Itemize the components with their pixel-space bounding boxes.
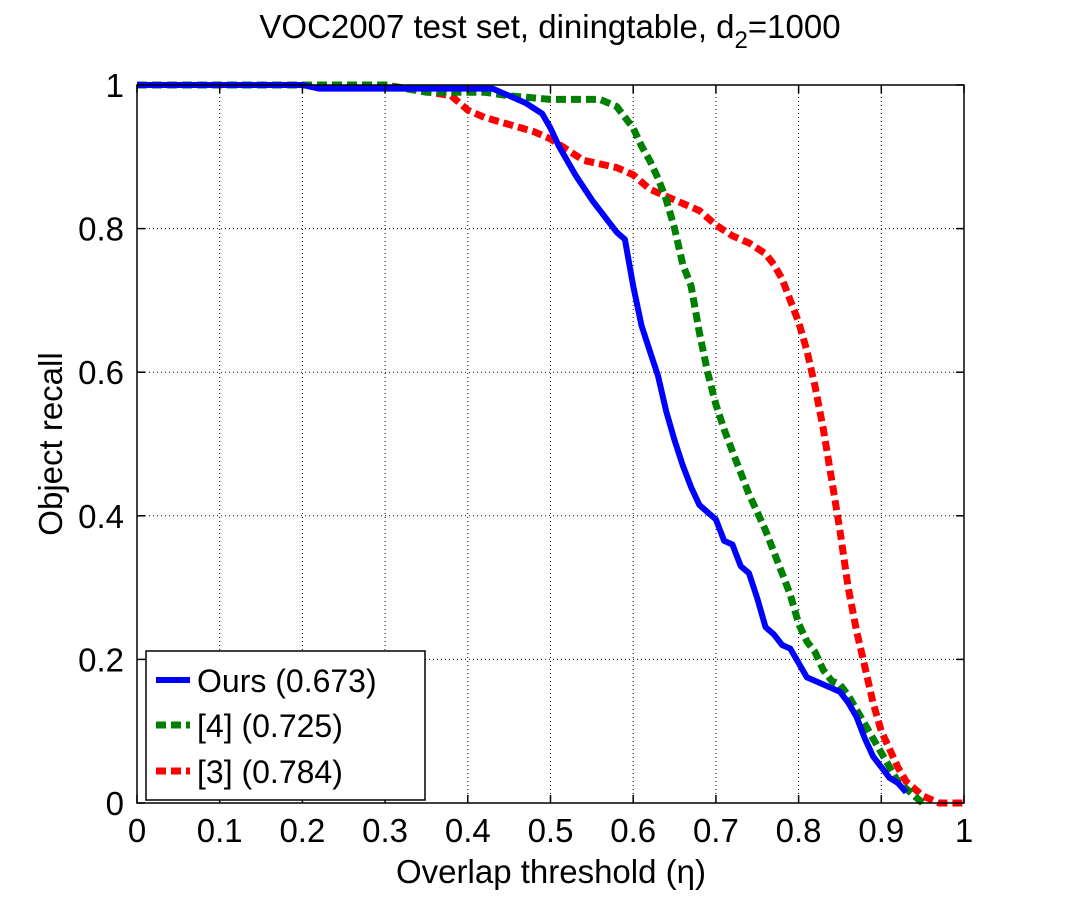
- x-tick-label: 1: [955, 812, 973, 849]
- x-tick-label: 0.8: [776, 812, 822, 849]
- x-tick-label: 0.5: [528, 812, 574, 849]
- legend: Ours (0.673) [4] (0.725) [3] (0.784): [145, 650, 426, 801]
- chart-title-suffix: =1000: [748, 8, 841, 45]
- chart-title-main: VOC2007 test set, diningtable, d: [259, 8, 734, 45]
- series-line-ours: [137, 82, 909, 795]
- data-series: [137, 81, 964, 807]
- legend-box: [145, 650, 426, 801]
- y-tick-label: 0.2: [78, 641, 124, 678]
- legend-label-ref4: [4] (0.725): [197, 708, 343, 744]
- x-tick-label: 0.1: [197, 812, 243, 849]
- chart-title: VOC2007 test set, diningtable, d2=1000: [259, 8, 840, 54]
- legend-label-ours: Ours (0.673): [197, 663, 377, 699]
- x-axis-label: Overlap threshold (η): [396, 853, 706, 890]
- y-tick-label: 0: [106, 785, 124, 822]
- legend-label-ref3: [3] (0.784): [197, 754, 343, 790]
- x-tick-label: 0.9: [858, 812, 904, 849]
- chart-title-subscript: 2: [735, 27, 748, 54]
- x-tick-label: 0: [128, 812, 146, 849]
- x-tick-label: 0.7: [693, 812, 739, 849]
- x-tick-label: 0.4: [445, 812, 491, 849]
- y-tick-labels: 0 0.2 0.4 0.6 0.8 1: [78, 67, 124, 822]
- y-axis-label: Object recall: [32, 352, 69, 535]
- y-tick-label: 1: [106, 67, 124, 104]
- series-line-ref3: [137, 81, 964, 807]
- y-tick-label: 0.6: [78, 354, 124, 391]
- x-tick-label: 0.6: [610, 812, 656, 849]
- x-tick-label: 0.2: [279, 812, 325, 849]
- x-tick-labels: 0 0.1 0.2 0.3 0.4 0.5 0.6 0.7 0.8 0.9 1: [128, 812, 973, 849]
- x-tick-label: 0.3: [362, 812, 408, 849]
- y-tick-label: 0.4: [78, 498, 124, 535]
- y-tick-label: 0.8: [78, 211, 124, 248]
- series-line-ref4: [137, 81, 925, 806]
